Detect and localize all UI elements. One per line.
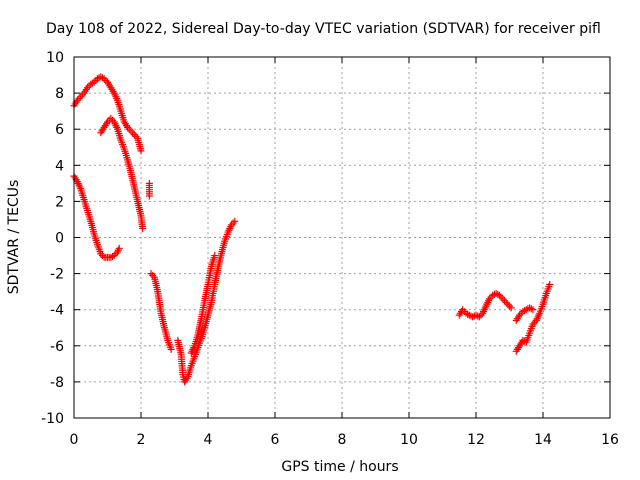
data-point [110, 252, 118, 260]
y-tick-label: -6 [50, 339, 64, 355]
data-point [97, 73, 105, 81]
data-point [90, 78, 98, 86]
data-point [127, 127, 135, 135]
data-point [231, 217, 239, 225]
x-tick-label: 10 [400, 432, 418, 448]
data-point [529, 306, 537, 314]
x-tick-label: 12 [467, 432, 485, 448]
data-point [77, 93, 85, 101]
data-point [115, 244, 123, 252]
data-point [100, 75, 108, 83]
data-point [139, 224, 147, 232]
data-point [527, 305, 535, 313]
y-tick-label: 8 [55, 86, 64, 102]
data-point [499, 295, 507, 303]
x-axis-label: GPS time / hours [281, 459, 398, 475]
data-point [129, 129, 137, 137]
data-point [107, 253, 115, 261]
y-tick-label: 6 [55, 122, 64, 138]
x-tick-label: 4 [204, 432, 213, 448]
data-point [107, 114, 115, 122]
x-tick-label: 0 [70, 432, 79, 448]
data-point [489, 291, 497, 299]
data-point [506, 302, 513, 310]
y-tick-label: -2 [50, 267, 64, 283]
data-point [93, 75, 101, 83]
data-point [500, 297, 508, 305]
data-point [502, 298, 510, 306]
data-marks [70, 73, 554, 386]
y-tick-label: 0 [55, 231, 64, 247]
data-point [147, 270, 155, 278]
data-point [114, 248, 122, 256]
data-point [130, 131, 138, 139]
data-point [137, 147, 145, 155]
x-tick-label: 16 [601, 432, 619, 448]
data-point [465, 311, 473, 319]
y-axis-label: SDTVAR / TECUs [6, 180, 22, 295]
data-point [475, 313, 483, 321]
x-tick-label: 8 [338, 432, 347, 448]
y-tick-label: 10 [46, 50, 64, 66]
data-point [504, 300, 512, 308]
x-tick-label: 6 [271, 432, 280, 448]
y-tick-label: -10 [41, 411, 64, 427]
x-tick-label: 14 [534, 432, 552, 448]
data-point [211, 252, 219, 260]
data-point [522, 306, 530, 314]
grid-lines [74, 57, 610, 418]
y-tick-label: -4 [50, 303, 64, 319]
data-point [167, 345, 175, 353]
data-point [145, 192, 153, 200]
data-point [87, 80, 95, 88]
axis-ticks: 0 2 4 6 8 10 12 14 16 -10 -8 -6 -4 -2 0 2 4 6 8 10 [41, 50, 619, 448]
chart-title: Day 108 of 2022, Sidereal Day-to-day VTE… [46, 21, 601, 37]
y-tick-label: -8 [50, 375, 64, 391]
data-point [495, 291, 503, 299]
data-point [492, 289, 500, 297]
data-point [546, 280, 554, 288]
data-point [507, 304, 515, 312]
x-tick-label: 2 [137, 432, 146, 448]
y-tick-label: 2 [55, 194, 64, 210]
y-tick-label: 4 [55, 158, 64, 174]
data-point [474, 312, 482, 320]
